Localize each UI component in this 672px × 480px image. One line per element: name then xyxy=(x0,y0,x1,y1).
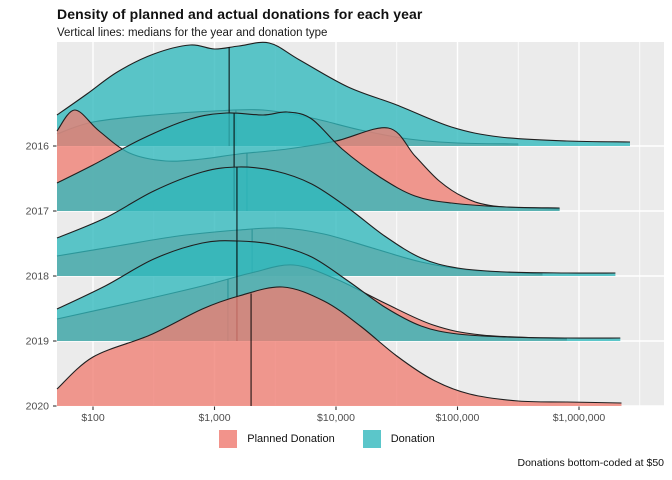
ridge-outline-2019-donation xyxy=(56,240,621,339)
ridge-outline-2020-planned-donation xyxy=(56,286,622,404)
legend: Planned Donation Donation xyxy=(0,430,672,448)
x-axis-label: $1,000 xyxy=(198,412,230,424)
ridge-fill-2020-planned-donation xyxy=(57,286,622,406)
x-axis-label: $1,000,000 xyxy=(553,412,606,424)
y-axis-label: 2019 xyxy=(26,336,50,348)
x-axis-label: $100,000 xyxy=(436,412,480,424)
legend-swatch-donation xyxy=(362,430,381,448)
ridge-outline-2017-donation xyxy=(56,111,560,209)
x-axis-label: $10,000 xyxy=(317,412,355,424)
y-axis-label: 2020 xyxy=(26,401,50,413)
y-axis-label: 2018 xyxy=(26,271,50,283)
legend-label-donation: Donation xyxy=(390,433,435,445)
ridge-outline-2018-donation xyxy=(56,166,616,274)
y-axis-label: 2016 xyxy=(26,141,50,153)
x-axis-label: $100 xyxy=(81,412,105,424)
y-axis-label: 2017 xyxy=(26,206,50,218)
legend-swatch-planned-donation xyxy=(219,430,238,448)
chart-subtitle: Vertical lines: medians for the year and… xyxy=(57,27,328,39)
chart-title: Density of planned and actual donations … xyxy=(57,6,423,22)
ridge-outline-2016-donation xyxy=(56,41,631,143)
legend-label-planned-donation: Planned Donation xyxy=(247,433,335,445)
caption-note: Donations bottom-coded at $50 xyxy=(517,457,664,469)
